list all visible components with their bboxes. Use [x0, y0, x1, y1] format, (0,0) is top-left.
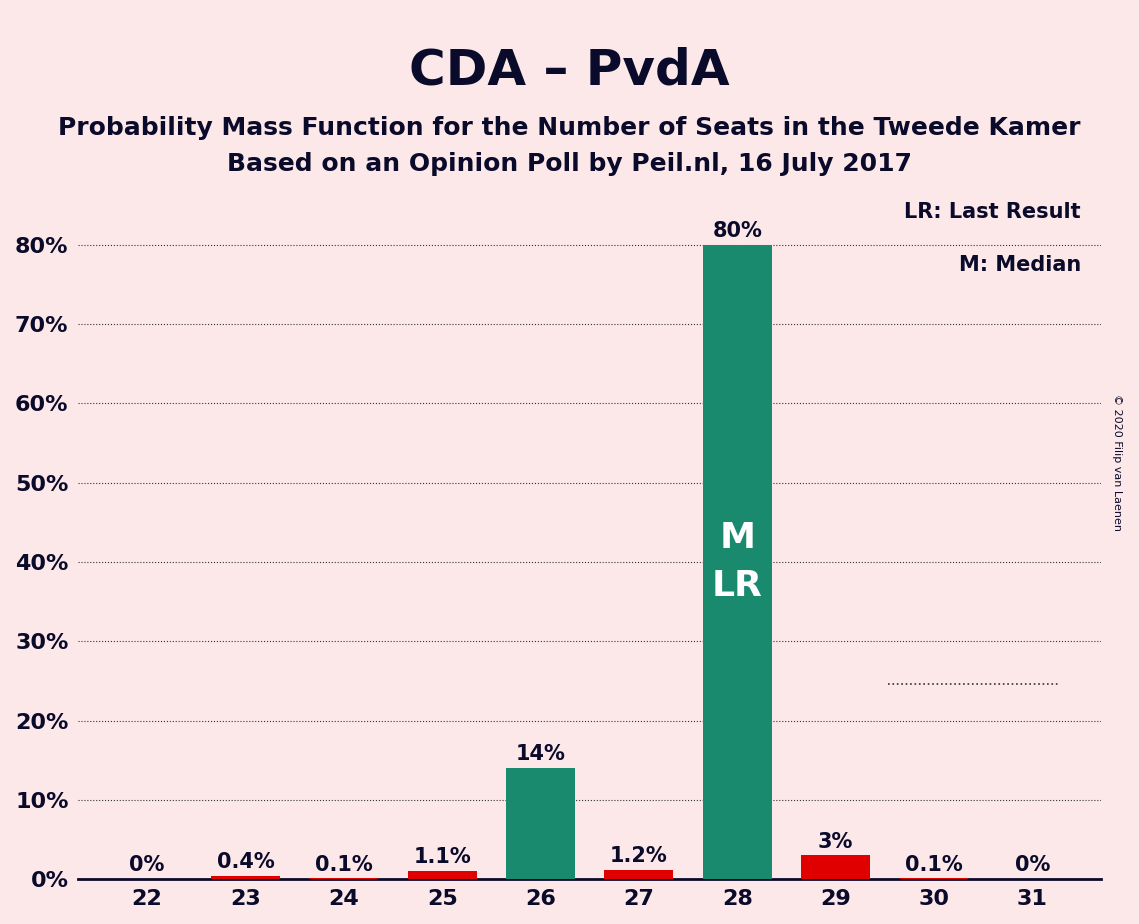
Bar — [605, 869, 673, 880]
Text: 0%: 0% — [1015, 856, 1050, 875]
Text: 3%: 3% — [818, 832, 853, 852]
Text: Probability Mass Function for the Number of Seats in the Tweede Kamer: Probability Mass Function for the Number… — [58, 116, 1081, 140]
Text: CDA – PvdA: CDA – PvdA — [409, 46, 730, 94]
Text: Based on an Opinion Poll by Peil.nl, 16 July 2017: Based on an Opinion Poll by Peil.nl, 16 … — [227, 152, 912, 176]
Text: 14%: 14% — [516, 744, 565, 764]
Bar — [506, 768, 575, 880]
Bar — [703, 245, 772, 880]
Bar — [408, 870, 476, 880]
Text: M: Median: M: Median — [959, 255, 1081, 274]
Text: 0.4%: 0.4% — [216, 852, 274, 872]
Text: © 2020 Filip van Laenen: © 2020 Filip van Laenen — [1112, 394, 1122, 530]
Text: 0%: 0% — [130, 856, 165, 875]
Bar — [211, 876, 280, 880]
Text: LR: Last Result: LR: Last Result — [904, 202, 1081, 223]
Text: 1.2%: 1.2% — [611, 845, 667, 866]
Text: 1.1%: 1.1% — [413, 846, 472, 867]
Text: 0.1%: 0.1% — [314, 855, 372, 874]
Text: 80%: 80% — [712, 221, 762, 241]
Text: M
LR: M LR — [712, 521, 763, 602]
Bar — [801, 856, 870, 880]
Text: 0.1%: 0.1% — [906, 855, 962, 874]
